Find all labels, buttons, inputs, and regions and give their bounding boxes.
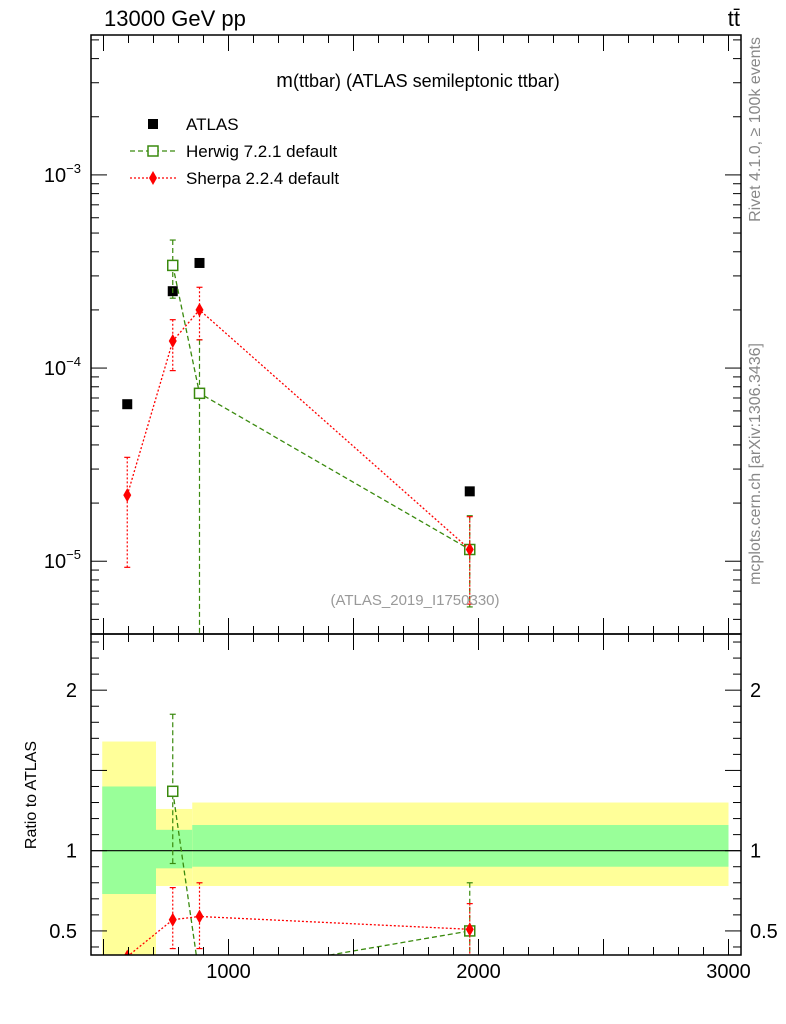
main-ytick-exponent: −5 [66,547,81,562]
ratio-ytick-label-right-0: 0.5 [750,921,778,943]
ratio-series0-point-0 [167,785,179,798]
main-series1-point-0 [167,259,179,272]
main-series0-point-3 [464,486,475,497]
reference-id: (ATLAS_2019_I1750330) [330,592,499,609]
header-right: tt̄ [728,6,740,31]
main-ticks: 10−310−410−5 [44,35,741,634]
ratio-ylabel: Ratio to ATLAS [23,741,40,849]
legend-marker-2 [149,171,157,185]
main-series2-point-1 [168,334,177,349]
main-ytick-base: 10 [44,551,66,573]
main-title-rest: (ttbar) (ATLAS semileptonic ttbar) [293,71,560,91]
legend-marker-1 [147,145,159,157]
ratio-series0-line [172,791,470,955]
ratio-series1-point-3 [465,922,474,937]
ratio-series1-line [128,915,470,955]
main-ytick-exponent: −3 [66,161,81,176]
main-ytick-label-2: 10−5 [44,547,81,573]
ratio-ticks: 0.5 0.5 1 1 2 2 1000 2000 3000 [49,634,778,983]
legend-label-0: ATLAS [186,115,239,134]
header-left: 13000 GeV pp [104,6,246,31]
main-ytick-label-1: 10−4 [44,354,81,380]
main-series2-line [126,308,471,550]
main-title: m(ttbar) (ATLAS semileptonic ttbar) [276,70,559,92]
main-ytick-exponent: −4 [66,354,81,369]
ratio-series0-point-1 [195,972,205,982]
ratio-series1-point-1 [168,912,177,927]
main-series0-point-0 [122,399,133,410]
ratio-ytick-label-left-2: 2 [66,680,77,702]
ratio-ytick-label-left-0: 0.5 [49,921,77,943]
ratio-band-inner-1 [156,829,193,869]
main-series2-point-0 [123,488,132,503]
main-plot-area [122,239,476,634]
legend-marker-0 [148,119,158,129]
ratio-xtick-label-0: 1000 [206,961,251,983]
main-title-prefix: m [276,70,293,92]
mcplots-label: mcplots.cern.ch [arXiv:1306.3436] [747,343,764,585]
main-ytick-label-0: 10−3 [44,161,81,187]
main-series1-line [172,265,471,551]
main-ytick-base: 10 [44,358,66,380]
ratio-frame [90,633,742,956]
ratio-band-inner-2 [192,824,729,867]
ratio-band-inner-0 [102,786,156,895]
ratio-series1-point-2 [195,909,204,924]
legend-label-1: Herwig 7.2.1 default [186,142,337,161]
main-series1-point-1 [193,387,206,400]
main-series2-point-3 [465,542,474,557]
ratio-xtick-label-2: 3000 [706,961,751,983]
rivet-label: Rivet 4.1.0, ≥ 100k events [747,37,764,222]
ratio-plot-area [91,713,741,982]
ratio-ytick-label-right-1: 1 [750,841,761,863]
main-panel: 10−310−410−5 m(ttbar) (ATLAS semileptoni… [44,34,742,635]
main-series2-point-2 [195,302,204,317]
main-series0-point-2 [194,257,205,268]
ratio-ytick-label-right-2: 2 [750,680,761,702]
ratio-xtick-label-1: 2000 [456,961,501,983]
ratio-ytick-label-left-1: 1 [66,841,77,863]
ratio-panel: 0.5 0.5 1 1 2 2 1000 2000 3000 Ratio to ATLAS [23,633,778,983]
legend-label-2: Sherpa 2.2.4 default [186,169,339,188]
main-ytick-base: 10 [44,165,66,187]
legend: ATLAS Herwig 7.2.1 default Sherpa 2.2.4 de… [130,115,339,188]
